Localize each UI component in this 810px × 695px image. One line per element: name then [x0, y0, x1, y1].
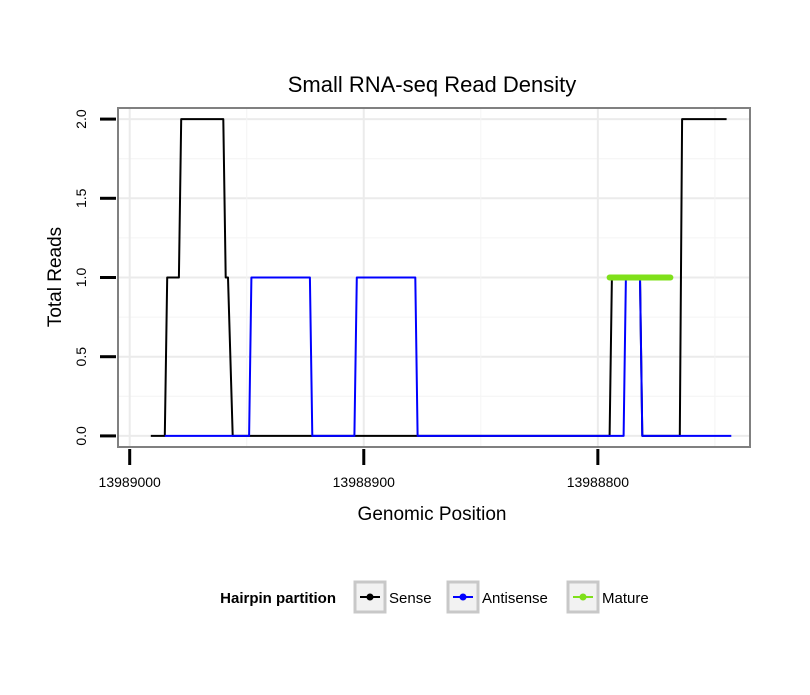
- x-tick-label: 13988800: [567, 474, 630, 490]
- legend-key-dot: [579, 593, 587, 601]
- chart-title: Small RNA-seq Read Density: [288, 72, 577, 97]
- series-line-antisense: [164, 276, 732, 437]
- y-axis-label: Total Reads: [45, 227, 66, 327]
- legend: Hairpin partition Sense Antisense Mature: [220, 580, 649, 614]
- legend-label-antisense: Antisense: [482, 590, 548, 607]
- y-tick-label: 0.5: [73, 347, 89, 367]
- x-tick-label: 13988900: [333, 474, 396, 490]
- legend-key-dot: [459, 593, 467, 601]
- y-tick-label: 1.0: [73, 268, 89, 288]
- y-tick-label: 2.0: [73, 109, 89, 129]
- y-tick-label: 0.0: [73, 426, 89, 446]
- y-tick-label: 1.5: [73, 188, 89, 208]
- x-axis-label: Genomic Position: [358, 504, 507, 525]
- axes: 0.0 0.5 1.0 1.5 2.0 13989000 13988900 13988800: [73, 109, 629, 490]
- legend-key-dot: [366, 593, 374, 601]
- legend-label-mature: Mature: [602, 590, 649, 607]
- plot-border: [117, 107, 751, 448]
- data-series: [150, 118, 732, 437]
- legend-label-sense: Sense: [389, 590, 432, 607]
- x-tick-label: 13989000: [99, 474, 162, 490]
- legend-title: Hairpin partition: [220, 590, 336, 607]
